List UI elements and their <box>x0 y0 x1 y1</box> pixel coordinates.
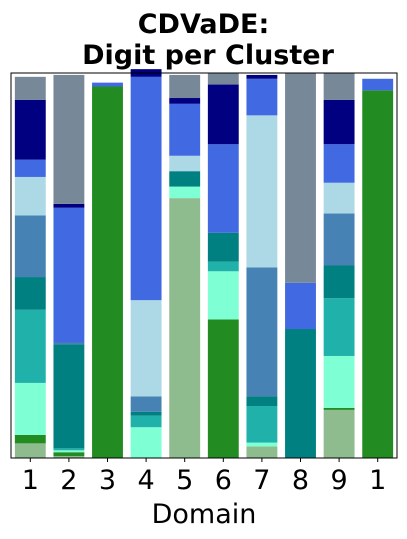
chart-title-line-2: Digit per Cluster <box>82 40 334 71</box>
bar-segment <box>130 76 162 301</box>
bar-segment <box>285 282 316 330</box>
bar-segment <box>207 271 239 320</box>
bar-segment <box>323 407 355 410</box>
bar-segment <box>14 309 46 383</box>
bar-segment <box>130 415 162 428</box>
bar-segment <box>169 198 201 459</box>
bar-segment <box>246 78 278 116</box>
x-axis-label: Domain <box>152 499 257 530</box>
bar-segment <box>323 355 355 408</box>
bar-segment <box>169 171 201 187</box>
bar-segment <box>130 396 162 412</box>
bar-segment <box>246 115 278 268</box>
bar-segment <box>14 176 46 216</box>
bar-segment <box>169 103 201 156</box>
bar-segment <box>323 213 355 266</box>
bar-segment <box>53 456 85 458</box>
bar-segment <box>14 443 46 458</box>
bar-segment <box>285 73 316 283</box>
plot-frame <box>10 72 398 459</box>
x-tick-label: 5 <box>176 465 193 496</box>
bar-segment <box>14 76 46 100</box>
bar-segment <box>14 277 46 310</box>
bar-segment <box>53 74 85 204</box>
bar-segment <box>246 74 278 79</box>
bar-segment <box>362 78 394 91</box>
x-tick-label: 4 <box>138 465 155 496</box>
x-tick-label: 1 <box>369 465 386 496</box>
x-tick-label: 3 <box>99 465 116 496</box>
bar-segment <box>323 409 355 459</box>
bar-segment <box>323 265 355 299</box>
bar-segment <box>207 232 239 262</box>
bar-segment <box>207 261 239 272</box>
bar-segment <box>53 203 85 208</box>
bar-segment <box>130 411 162 416</box>
bar-segment <box>246 267 278 397</box>
bar-segment <box>246 442 278 447</box>
x-tick-label: 8 <box>292 465 309 496</box>
bar-segment <box>169 155 201 172</box>
bar-segment <box>323 99 355 145</box>
x-tick-label: 9 <box>331 465 348 496</box>
bar-segment <box>14 99 46 160</box>
bar-segment <box>246 446 278 458</box>
x-tick-label: 1 <box>22 465 39 496</box>
chart-title-line-1: CDVaDE: <box>138 9 270 40</box>
bar-segment <box>92 82 123 87</box>
bar-segment <box>207 73 239 85</box>
bar-segment <box>207 144 239 233</box>
x-tick-label: 6 <box>215 465 232 496</box>
bar-segment <box>14 382 46 435</box>
bar-segment <box>362 90 394 458</box>
bars-layer <box>14 69 394 459</box>
bar-segment <box>53 342 85 345</box>
bar-segment <box>323 144 355 183</box>
bar-segment <box>323 182 355 214</box>
bar-segment <box>207 84 239 145</box>
bar-segment <box>246 396 278 407</box>
bar-segment <box>323 298 355 356</box>
bar-segment <box>169 186 201 199</box>
bar-segment <box>207 319 239 458</box>
bar-segment <box>53 344 85 449</box>
bar-segment <box>169 74 201 99</box>
bar-segment <box>53 450 85 453</box>
bar-segment <box>14 434 46 444</box>
bar-segment <box>323 73 355 100</box>
bar-segment <box>53 207 85 343</box>
bar-segment <box>169 98 201 104</box>
bar-segment <box>246 406 278 443</box>
bar-segment <box>130 427 162 458</box>
bar-segment <box>53 452 85 457</box>
bar-segment <box>130 300 162 397</box>
bar-segment <box>92 86 123 458</box>
bar-segment <box>53 448 85 451</box>
x-tick-label: 7 <box>253 465 270 496</box>
x-tick-label: 2 <box>60 465 77 496</box>
bar-segment <box>14 159 46 177</box>
bar-segment <box>285 329 316 458</box>
bar-segment <box>14 215 46 278</box>
